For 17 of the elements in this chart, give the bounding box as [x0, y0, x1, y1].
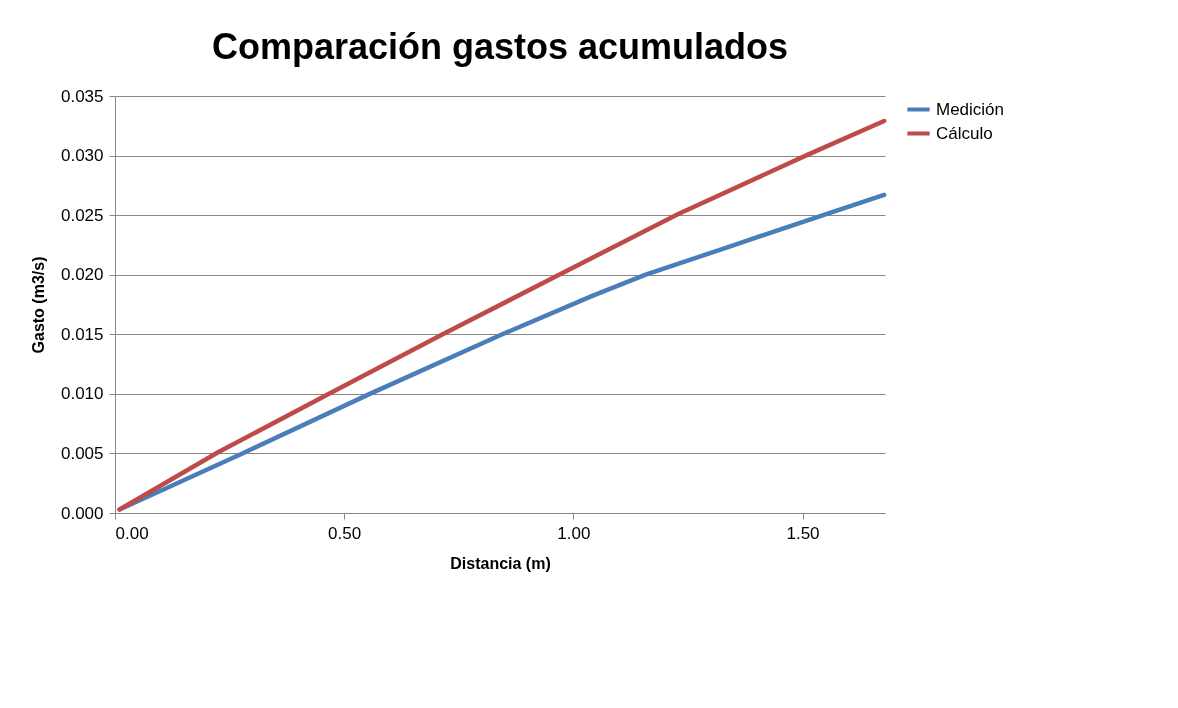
y-tick-label: 0.025 — [60, 205, 104, 225]
y-axis-title: Gasto (m3/s) — [29, 256, 47, 354]
legend-label: Medición — [936, 99, 1005, 119]
y-tick-label: 0.000 — [60, 503, 104, 523]
legend-label: Cálculo — [936, 123, 993, 143]
x-axis-title: Distancia (m) — [450, 554, 551, 572]
x-tick-label: 0.00 — [115, 523, 149, 543]
y-tick-label: 0.020 — [60, 265, 104, 285]
chart-title: Comparación gastos acumulados — [211, 26, 789, 67]
y-tick-label: 0.035 — [60, 86, 104, 106]
x-tick-label: 1.00 — [557, 523, 591, 543]
y-tick-label: 0.015 — [60, 324, 104, 344]
y-tick-label: 0.010 — [60, 384, 104, 404]
x-tick-label: 0.50 — [328, 523, 362, 543]
y-tick-label: 0.030 — [60, 146, 104, 166]
x-tick-label: 1.50 — [786, 523, 820, 543]
y-tick-label: 0.005 — [60, 443, 104, 463]
